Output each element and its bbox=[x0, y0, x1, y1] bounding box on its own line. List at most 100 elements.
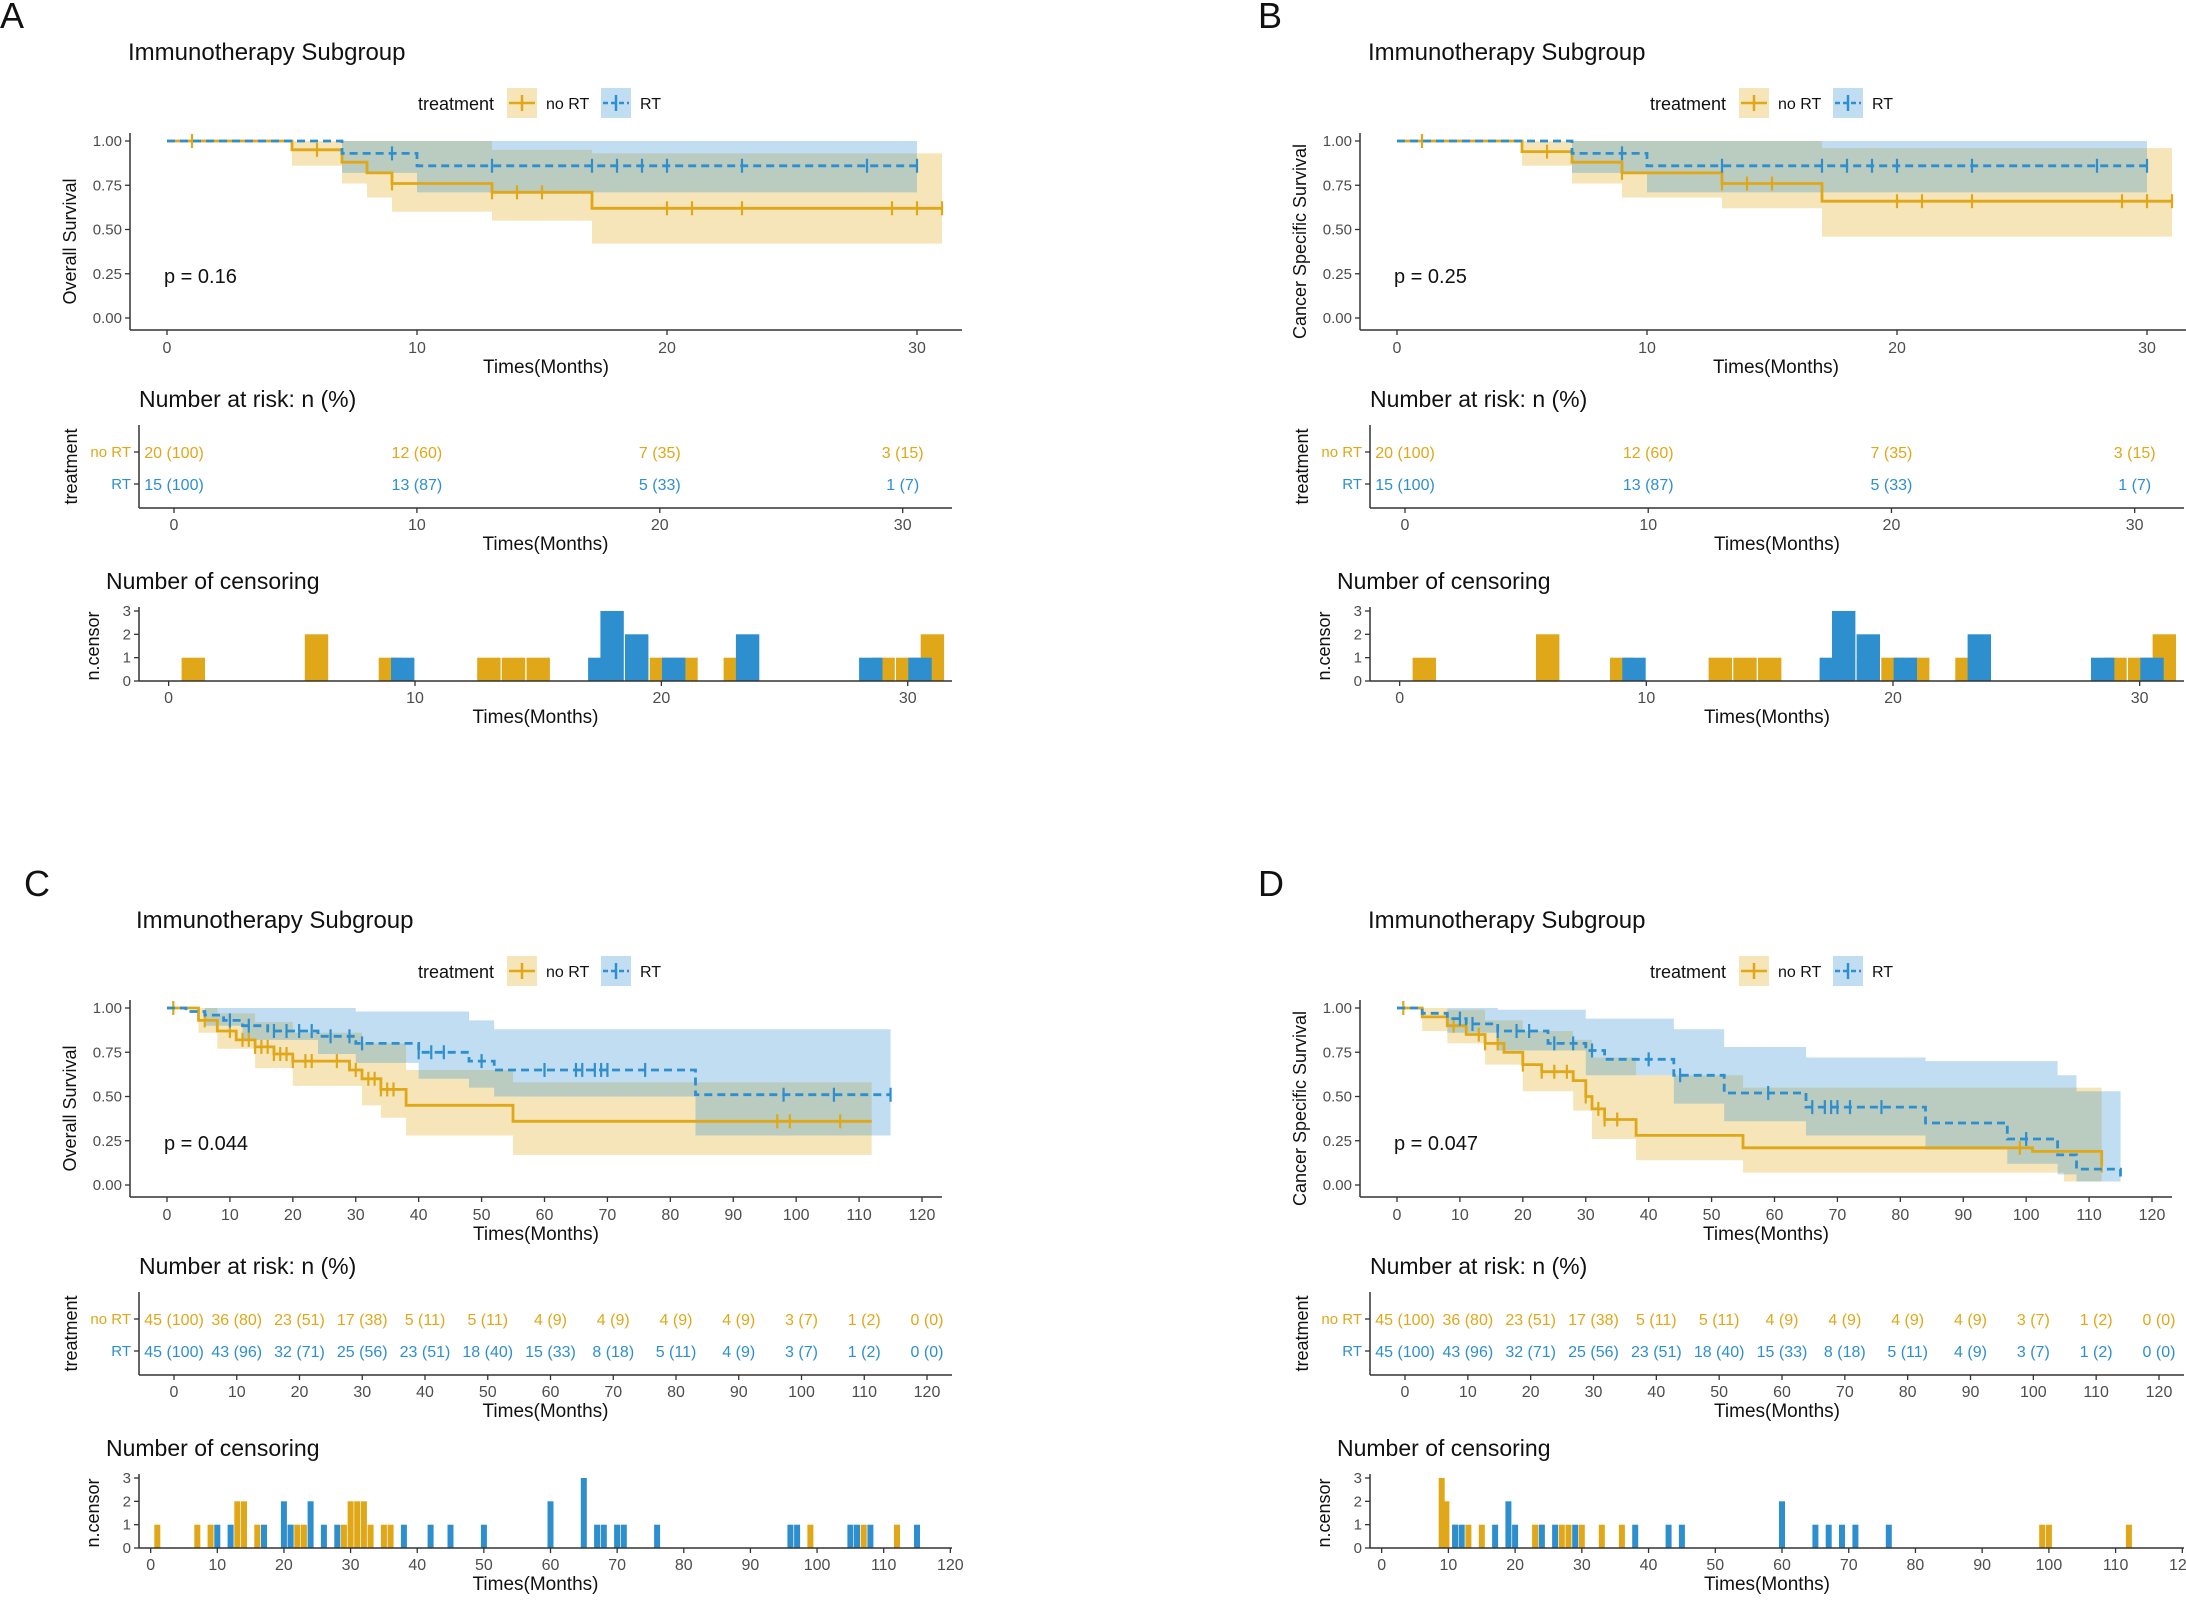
censor-y-label: n.censor bbox=[83, 611, 103, 680]
y-tick-label: 0.25 bbox=[1323, 266, 1352, 283]
risk-x-label: Times(Months) bbox=[483, 1401, 609, 1422]
y-tick-label: 0.75 bbox=[1323, 177, 1352, 194]
risk-x-tick-label: 10 bbox=[1639, 517, 1657, 534]
censor-bar-rt bbox=[1779, 1501, 1785, 1548]
censor-bar-no-rt bbox=[1412, 657, 1436, 681]
x-tick-label: 70 bbox=[599, 1207, 617, 1224]
censor-x-tick-label: 70 bbox=[608, 1557, 626, 1574]
p-value: p = 0.047 bbox=[1394, 1133, 1478, 1155]
panel-title: Immunotherapy Subgroup bbox=[128, 39, 406, 66]
censor-bar-rt bbox=[600, 611, 624, 681]
risk-cell: 1 (7) bbox=[886, 477, 919, 494]
risk-cell: 15 (100) bbox=[144, 477, 204, 494]
censor-x-tick-label: 0 bbox=[1395, 690, 1404, 707]
censor-x-tick-label: 60 bbox=[542, 1557, 560, 1574]
censor-bar-rt bbox=[735, 634, 760, 681]
censor-bar-no-rt bbox=[387, 1524, 394, 1548]
risk-table: Number at risk: n (%) no RT 45 (100) 36 (80… bbox=[61, 1253, 952, 1422]
risk-cell: 45 (100) bbox=[1375, 1312, 1435, 1329]
survival-x-label: Times(Months) bbox=[1703, 1224, 1829, 1245]
x-tick-label: 0 bbox=[163, 1207, 172, 1224]
censor-bar-rt bbox=[859, 657, 883, 681]
censor-title: Number of censoring bbox=[106, 568, 320, 594]
censor-x-tick-label: 0 bbox=[146, 1557, 155, 1574]
censor-y-tick-label: 2 bbox=[1354, 626, 1362, 643]
risk-x-tick-label: 70 bbox=[1836, 1384, 1854, 1401]
censor-bar-rt bbox=[1852, 1524, 1859, 1548]
survival-curve-no-rt bbox=[1397, 1006, 2104, 1166]
risk-cell: 5 (33) bbox=[639, 477, 681, 494]
censor-y-tick-label: 3 bbox=[123, 603, 131, 620]
censor-x-tick-label: 10 bbox=[1637, 690, 1655, 707]
y-tick-label: 1.00 bbox=[93, 1000, 122, 1017]
censor-bar-rt bbox=[625, 634, 649, 681]
censor-bar-rt bbox=[847, 1524, 854, 1548]
risk-cell: 3 (7) bbox=[2017, 1344, 2050, 1361]
x-tick-label: 50 bbox=[1703, 1207, 1721, 1224]
survival-curve-rt bbox=[1397, 1006, 2122, 1178]
censor-bar-rt bbox=[1552, 1524, 1559, 1548]
ci-band-rt bbox=[167, 1008, 891, 1136]
censor-bar-rt bbox=[334, 1524, 341, 1548]
legend: treatment no RT RT bbox=[418, 956, 661, 986]
risk-group-label: RT bbox=[1342, 1343, 1362, 1360]
censor-bar-rt bbox=[1678, 1524, 1685, 1548]
risk-cell: 3 (15) bbox=[882, 445, 924, 462]
censor-bar-rt bbox=[227, 1524, 234, 1548]
risk-title: Number at risk: n (%) bbox=[139, 386, 356, 412]
y-tick-label: 0.50 bbox=[1323, 1089, 1352, 1106]
survival-plot: 0.00 0.25 0.50 0.75 1.00 0 10 20 30 Cancer Specif… bbox=[1290, 133, 2186, 378]
censor-bar-rt bbox=[447, 1524, 454, 1548]
risk-x-tick-label: 0 bbox=[170, 517, 179, 534]
x-tick-label: 110 bbox=[846, 1207, 872, 1224]
risk-x-tick-label: 100 bbox=[2020, 1384, 2047, 1401]
panel-letter: D bbox=[1258, 863, 1284, 904]
censor-bar-no-rt bbox=[300, 1524, 307, 1548]
panel-title: Immunotherapy Subgroup bbox=[1368, 39, 1646, 66]
censor-bar-no-rt bbox=[367, 1524, 374, 1548]
x-tick-label: 10 bbox=[1451, 1207, 1469, 1224]
censor-bar-rt bbox=[794, 1524, 801, 1548]
x-tick-label: 10 bbox=[408, 340, 426, 357]
censor-bar-no-rt bbox=[526, 657, 550, 681]
y-tick-label: 0.50 bbox=[1323, 222, 1352, 239]
censor-bar-rt bbox=[214, 1524, 221, 1548]
x-tick-label: 20 bbox=[1888, 340, 1906, 357]
censor-bar-rt bbox=[547, 1501, 554, 1548]
risk-cell: 1 (2) bbox=[848, 1312, 881, 1329]
risk-cell: 23 (51) bbox=[274, 1312, 325, 1329]
panel-title: Immunotherapy Subgroup bbox=[1368, 907, 1646, 934]
risk-x-tick-label: 80 bbox=[1899, 1384, 1917, 1401]
censor-bar-no-rt bbox=[807, 1524, 814, 1548]
censor-bar-no-rt bbox=[294, 1524, 301, 1548]
survival-plot: 0.00 0.25 0.50 0.75 1.00 0 10 20 30 40 50 60 70 80 90 1… bbox=[1290, 1000, 2172, 1245]
censor-bar-no-rt bbox=[1443, 1501, 1450, 1548]
censor-bar-no-rt bbox=[2045, 1524, 2052, 1548]
risk-cell: 1 (2) bbox=[2080, 1312, 2113, 1329]
censor-bar-rt bbox=[391, 657, 415, 681]
risk-x-tick-label: 20 bbox=[291, 1384, 309, 1401]
legend-label-rt: RT bbox=[640, 964, 661, 981]
risk-cell: 25 (56) bbox=[337, 1344, 388, 1361]
censor-bar-no-rt bbox=[1618, 1524, 1625, 1548]
censor-bar-no-rt bbox=[860, 1524, 867, 1548]
x-tick-label: 40 bbox=[1640, 1207, 1658, 1224]
censor-bar-no-rt bbox=[501, 657, 526, 681]
p-value: p = 0.044 bbox=[164, 1133, 248, 1155]
x-tick-label: 0 bbox=[1393, 340, 1402, 357]
risk-cell: 1 (2) bbox=[848, 1344, 881, 1361]
risk-cell: 17 (38) bbox=[337, 1312, 388, 1329]
censor-x-tick-label: 10 bbox=[1439, 1557, 1457, 1574]
censor-y-label: n.censor bbox=[1314, 611, 1334, 680]
censor-y-tick-label: 0 bbox=[123, 673, 131, 690]
risk-cell: 45 (100) bbox=[144, 1344, 204, 1361]
risk-x-tick-label: 120 bbox=[914, 1384, 941, 1401]
censor-bar-rt bbox=[1512, 1524, 1519, 1548]
risk-cell: 20 (100) bbox=[144, 445, 204, 462]
risk-x-tick-label: 70 bbox=[604, 1384, 622, 1401]
risk-cell: 8 (18) bbox=[1824, 1344, 1866, 1361]
x-tick-label: 20 bbox=[658, 340, 676, 357]
censor-bar-no-rt bbox=[1708, 657, 1732, 681]
censor-title: Number of censoring bbox=[106, 1435, 320, 1461]
risk-cell: 4 (9) bbox=[1891, 1312, 1924, 1329]
